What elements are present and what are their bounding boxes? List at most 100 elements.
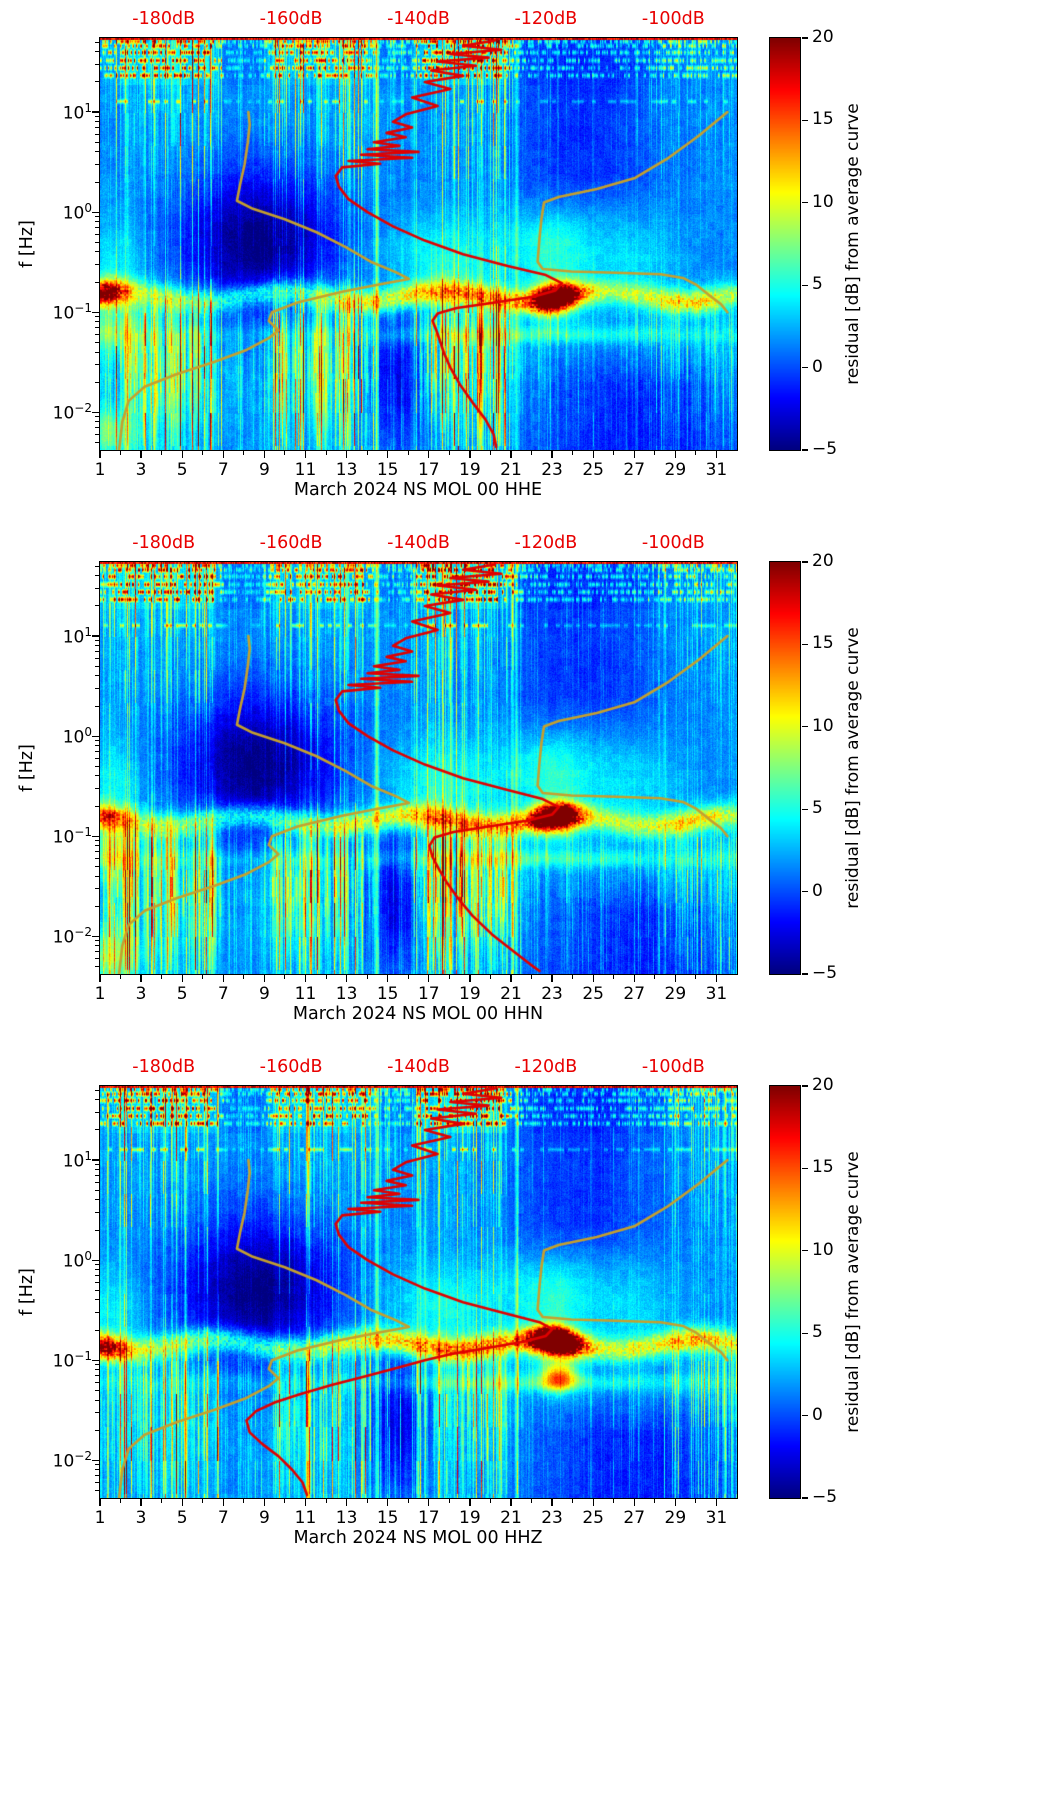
- top-db-label: -120dB: [514, 533, 578, 553]
- x-tick-label: 19: [459, 1508, 481, 1528]
- x-major-tick: [551, 1499, 553, 1507]
- y-tick-label: 101: [62, 625, 92, 648]
- colorbar-tick: [801, 37, 808, 39]
- x-tick-label: 21: [500, 984, 522, 1004]
- y-tick-label: 10−1: [52, 301, 92, 324]
- y-axis-label: f [Hz]: [17, 220, 37, 268]
- x-minor-tick: [325, 1499, 327, 1504]
- x-minor-tick: [448, 451, 450, 456]
- x-minor-tick: [243, 451, 245, 456]
- y-minor-tick: [94, 565, 99, 567]
- top-db-label: -140dB: [387, 1057, 450, 1077]
- colorbar-tick-label: 20: [812, 551, 834, 571]
- colorbar-tick-label: 5: [812, 274, 823, 295]
- y-minor-tick: [94, 575, 99, 577]
- y-tick-exponent: −2: [74, 401, 92, 416]
- colorbar-tick: [801, 119, 808, 122]
- x-major-tick: [181, 451, 183, 459]
- y-major-tick: [91, 111, 99, 113]
- y-minor-tick: [94, 587, 99, 589]
- y-minor-tick: [94, 1399, 99, 1401]
- x-minor-tick: [243, 975, 245, 980]
- y-minor-tick: [94, 116, 99, 118]
- x-minor-tick: [695, 975, 697, 980]
- y-minor-tick: [94, 787, 99, 789]
- y-minor-tick: [94, 1289, 99, 1291]
- top-db-label: -140dB: [387, 9, 450, 29]
- spectrogram-panel-hhn: f [Hz] March 2024 NS MOL 00 HHN residual…: [0, 524, 1052, 1048]
- x-tick-label: 27: [623, 1508, 646, 1528]
- y-tick-exponent: 1: [84, 1149, 92, 1164]
- x-major-tick: [345, 1499, 348, 1507]
- x-major-tick: [715, 975, 718, 983]
- x-major-tick: [263, 451, 266, 459]
- y-minor-tick: [94, 341, 99, 343]
- x-tick-label: 7: [217, 460, 229, 480]
- x-minor-tick: [366, 451, 368, 456]
- x-tick-label: 27: [623, 984, 646, 1004]
- x-tick-label: 11: [294, 1508, 317, 1528]
- y-minor-tick: [94, 1489, 99, 1491]
- x-tick-label: 23: [541, 1508, 563, 1528]
- y-minor-tick: [94, 745, 99, 747]
- x-minor-tick: [243, 1499, 245, 1504]
- x-minor-tick: [448, 975, 450, 980]
- y-minor-tick: [94, 41, 99, 43]
- y-minor-tick: [94, 1175, 99, 1177]
- y-minor-tick: [94, 1412, 99, 1414]
- y-minor-tick: [94, 1189, 99, 1191]
- y-minor-tick: [94, 321, 99, 323]
- x-major-tick: [304, 1499, 307, 1507]
- y-minor-tick: [94, 441, 99, 443]
- x-tick-label: 25: [582, 984, 604, 1004]
- y-minor-tick: [94, 1475, 99, 1477]
- x-minor-tick: [613, 451, 615, 456]
- x-minor-tick: [284, 451, 286, 456]
- y-tick-label: 10−2: [52, 925, 92, 948]
- colorbar-label: residual [dB] from average curve: [843, 627, 863, 909]
- x-minor-tick: [572, 975, 574, 980]
- y-minor-tick: [94, 263, 99, 265]
- spectrogram-heatmap: [100, 1086, 737, 1498]
- x-tick-label: 21: [500, 1508, 522, 1528]
- x-major-tick: [633, 975, 635, 983]
- x-minor-tick: [695, 451, 697, 456]
- x-major-tick: [510, 1499, 512, 1507]
- x-tick-label: 13: [335, 460, 358, 480]
- colorbar-tick-label: 0: [812, 880, 823, 901]
- y-minor-tick: [94, 805, 99, 807]
- y-tick-label: 101: [62, 1149, 92, 1172]
- y-minor-tick: [94, 421, 99, 423]
- x-tick-label: 17: [417, 460, 440, 480]
- x-minor-tick: [695, 1499, 697, 1504]
- colorbar-tick: [801, 1250, 808, 1252]
- x-minor-tick: [654, 1499, 656, 1504]
- y-tick-exponent: −2: [74, 1449, 92, 1464]
- spectrogram-panel-hhz: f [Hz] March 2024 NS MOL 00 HHZ residual…: [0, 1048, 1052, 1572]
- x-minor-tick: [407, 451, 409, 456]
- y-minor-tick: [94, 957, 99, 959]
- y-minor-tick: [94, 1469, 99, 1471]
- x-minor-tick: [531, 975, 533, 980]
- y-tick-label: 101: [62, 101, 92, 124]
- y-minor-tick: [94, 665, 99, 667]
- y-minor-tick: [94, 1381, 99, 1383]
- colorbar-tick: [801, 890, 808, 893]
- y-minor-tick: [94, 1364, 99, 1366]
- colorbar-tick: [801, 1167, 808, 1170]
- x-major-tick: [551, 975, 553, 983]
- x-tick-label: 19: [459, 984, 481, 1004]
- y-minor-tick: [94, 840, 99, 842]
- y-minor-tick: [94, 151, 99, 153]
- y-minor-tick: [94, 945, 99, 947]
- y-tick-label: 10−1: [52, 1349, 92, 1372]
- y-minor-tick: [94, 675, 99, 677]
- colorbar-tick-label: 0: [812, 1404, 823, 1425]
- x-major-tick: [140, 451, 142, 459]
- y-minor-tick: [94, 740, 99, 742]
- colorbar-tick-label: 15: [812, 1157, 834, 1178]
- x-major-tick: [222, 1499, 224, 1507]
- spectrogram-heatmap: [100, 562, 737, 974]
- colorbar-tick: [801, 1332, 808, 1334]
- y-minor-tick: [94, 316, 99, 318]
